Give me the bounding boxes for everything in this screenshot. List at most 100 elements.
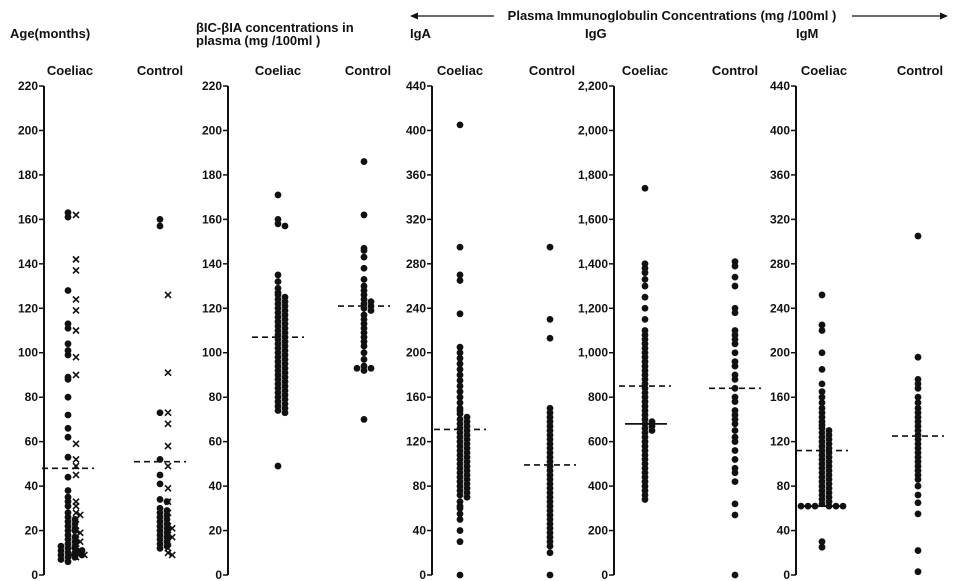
- data-point: [360, 349, 368, 357]
- data-cross: [72, 455, 80, 463]
- data-cross: [72, 471, 80, 479]
- data-point: [367, 307, 375, 314]
- data-cross: [164, 509, 172, 517]
- y-tick-label: 280: [770, 257, 790, 271]
- y-tick-label: 20: [25, 524, 39, 538]
- y-tick-label: 60: [209, 435, 223, 449]
- group-label: Coeliac: [255, 63, 301, 78]
- data-cross: [72, 515, 80, 523]
- data-point: [156, 480, 164, 488]
- data-point: [64, 213, 72, 221]
- data-point: [641, 269, 649, 277]
- data-point: [914, 353, 922, 361]
- data-cross: [72, 553, 80, 561]
- data-point: [648, 427, 656, 434]
- data-cross: [164, 522, 172, 530]
- data-point: [456, 491, 464, 499]
- data-cross: [72, 326, 80, 335]
- data-point: [274, 191, 282, 199]
- data-point: [456, 243, 464, 251]
- y-tick-label: 1,000: [578, 346, 608, 360]
- data-point: [156, 471, 164, 479]
- data-point: [456, 538, 464, 546]
- data-point: [731, 362, 739, 370]
- data-point: [463, 493, 471, 501]
- data-point: [64, 324, 72, 332]
- y-tick-label: 1,400: [578, 257, 608, 271]
- y-tick-label: 320: [770, 212, 790, 226]
- data-cross: [76, 538, 84, 546]
- data-point: [456, 410, 464, 418]
- y-tick-label: 40: [209, 479, 223, 493]
- y-tick-label: 1,800: [578, 168, 608, 182]
- y-tick-label: 1,200: [578, 301, 608, 315]
- data-point: [731, 438, 739, 446]
- data-cross: [164, 291, 172, 299]
- y-tick-label: 2,200: [578, 79, 608, 93]
- data-point: [731, 262, 739, 270]
- y-tick-label: 0: [601, 568, 608, 581]
- group-label: Coeliac: [801, 63, 847, 78]
- data-point: [456, 571, 464, 579]
- data-point: [914, 476, 922, 483]
- y-tick-label: 120: [406, 435, 426, 449]
- y-tick-label: 80: [209, 390, 223, 404]
- y-tick-label: 0: [31, 568, 38, 581]
- data-point: [641, 282, 649, 290]
- y-tick-label: 220: [18, 79, 38, 93]
- group-label: Control: [529, 63, 575, 78]
- y-tick-label: 100: [18, 346, 38, 360]
- y-tick-label: 160: [202, 212, 222, 226]
- y-tick-label: 100: [202, 346, 222, 360]
- group-label: Coeliac: [437, 63, 483, 78]
- immunoglobulin-header: Plasma Immunoglobulin Concentrations (mg…: [410, 8, 948, 23]
- data-point: [64, 351, 72, 359]
- data-point: [731, 427, 739, 434]
- data-point: [731, 273, 739, 281]
- data-point: [156, 544, 164, 552]
- data-point: [546, 243, 554, 251]
- panel-2: IgA 0 40 80 120 160 200 240 280 320 360 400 440 Coeli…: [406, 26, 576, 581]
- y-tick-label: 120: [18, 301, 38, 315]
- y-tick-label: 120: [770, 435, 790, 449]
- y-tick-label: 40: [25, 479, 39, 493]
- data-point: [546, 549, 554, 557]
- panel-3: IgG 0 200 400 600 800 1,000 1,200 1,400 1,600 1,80…: [578, 26, 761, 581]
- data-point: [360, 211, 368, 219]
- y-tick-label: 180: [18, 168, 38, 182]
- data-point: [731, 456, 739, 463]
- data-point: [731, 349, 739, 357]
- data-point: [360, 355, 368, 363]
- data-point: [281, 409, 289, 417]
- data-point: [818, 543, 826, 551]
- y-tick-label: 360: [770, 168, 790, 182]
- y-tick-label: 240: [406, 301, 426, 315]
- group-label: Coeliac: [622, 63, 668, 78]
- data-point: [641, 184, 649, 192]
- panel-title: Age(months): [10, 26, 90, 41]
- data-cross: [72, 295, 80, 303]
- data-point: [57, 556, 65, 563]
- data-point: [456, 121, 464, 129]
- panel-title-line: βIC-βIA concentrations in: [196, 20, 354, 35]
- data-point: [818, 327, 826, 334]
- data-point: [641, 315, 649, 323]
- y-tick-label: 20: [209, 524, 223, 538]
- data-cross: [72, 353, 80, 361]
- data-cross: [164, 409, 172, 417]
- data-point: [731, 398, 739, 406]
- data-cross: [164, 484, 172, 492]
- panel-title: IgG: [585, 26, 607, 41]
- data-point: [64, 453, 72, 461]
- data-point: [818, 365, 826, 373]
- y-tick-label: 200: [588, 524, 608, 538]
- data-point: [546, 315, 554, 323]
- y-tick-label: 800: [588, 390, 608, 404]
- group-label: Coeliac: [47, 63, 93, 78]
- data-point: [64, 287, 72, 294]
- data-point: [156, 409, 164, 417]
- data-point: [156, 222, 164, 230]
- data-point: [456, 527, 464, 534]
- data-point: [456, 377, 464, 384]
- data-point: [360, 264, 368, 272]
